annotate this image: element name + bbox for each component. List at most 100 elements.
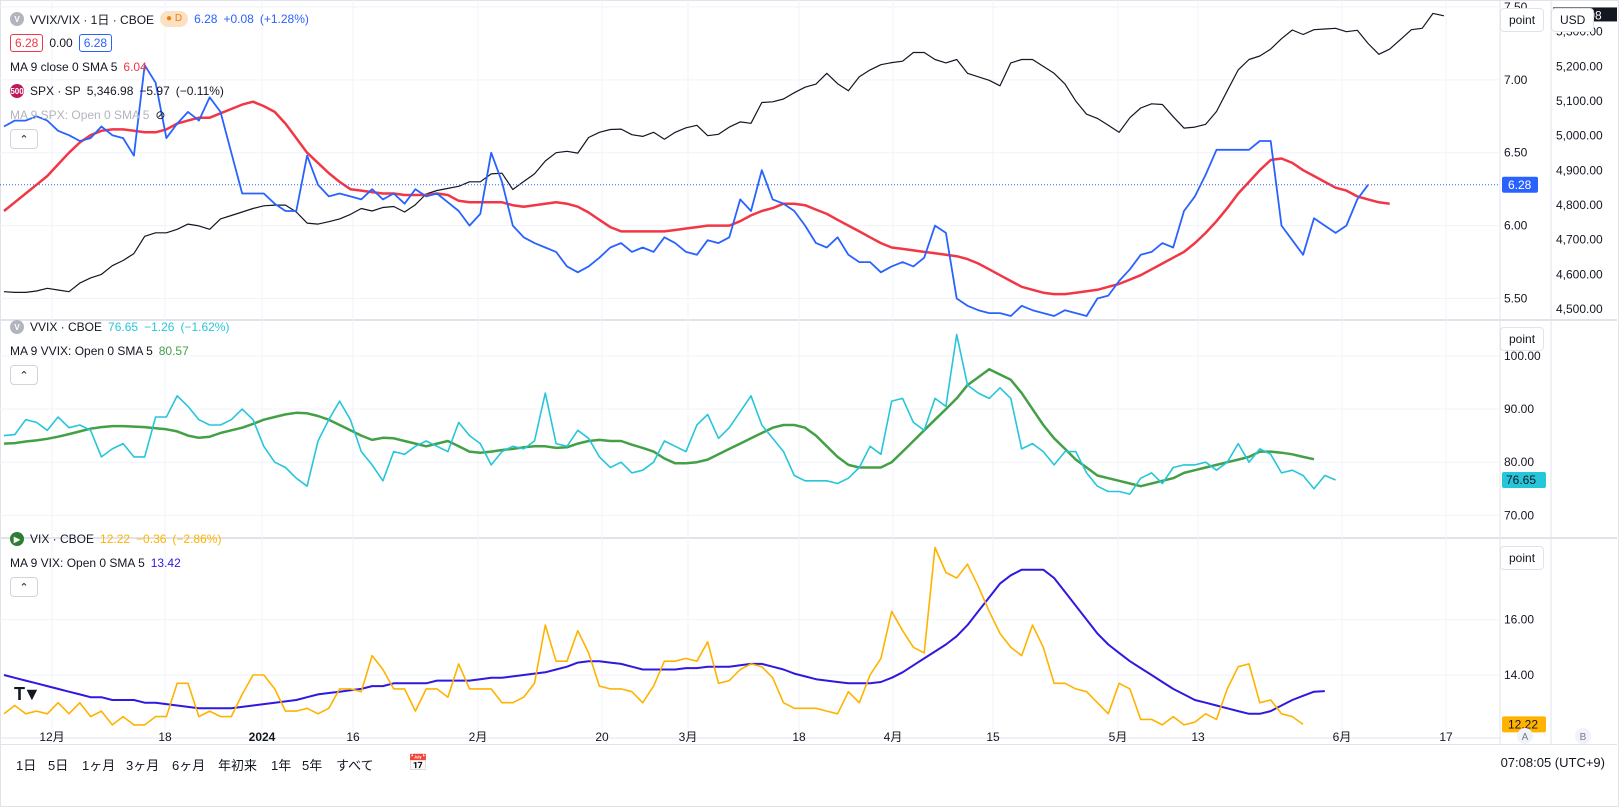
vix-price-tag-label: 12.22: [1508, 717, 1538, 731]
ma-vvix-label[interactable]: MA 9 VVIX: Open 0 SMA 5: [10, 344, 153, 358]
time-axis-label: 18: [158, 730, 172, 744]
axis-letter-circle: [1517, 728, 1533, 744]
range-button-0[interactable]: 1日: [16, 758, 37, 773]
collapse-pane3-button[interactable]: ⌃: [10, 577, 38, 597]
time-axis-label: 17: [1439, 730, 1453, 744]
pane3-legend: ▶ VIX · CBOE 12.22 −0.36 (−2.86%) MA 9 V…: [10, 528, 221, 600]
pane2-last: 76.65: [108, 320, 139, 334]
time-axis-label: 20: [595, 730, 609, 744]
axis-label-spx: 4,500.00: [1556, 302, 1603, 316]
time-axis-label: 5月: [1109, 730, 1128, 744]
ma-vix-value: 13.42: [150, 556, 181, 570]
axis-label-spx: 5,000.00: [1556, 129, 1603, 143]
range-button-8[interactable]: すべて: [336, 758, 374, 773]
axis-letter: B: [1580, 732, 1587, 743]
ma-spx-label[interactable]: MA 9 SPX: Open 0 SMA 5: [10, 108, 150, 122]
time-axis-label: 6月: [1333, 730, 1352, 744]
axis-label-vvix: 80.00: [1504, 455, 1534, 469]
symbol-play-icon: ▶: [10, 532, 24, 546]
axis-label-ratio: 7.00: [1504, 73, 1528, 87]
pane2-legend: V VVIX · CBOE 76.65 −1.26 (−1.62%) MA 9 …: [10, 316, 229, 388]
eye-off-icon[interactable]: ⊘: [155, 108, 166, 122]
axis-letter-circle: [1575, 728, 1591, 744]
axis-label-vvix: 70.00: [1504, 508, 1534, 522]
ma-vvix-line: [3, 367, 1315, 488]
axis-label-spx: 4,800.00: [1556, 198, 1603, 212]
time-axis-label: 18: [792, 730, 806, 744]
axis-label-spx: 5,200.00: [1556, 59, 1603, 73]
axis-label-vix: 16.00: [1504, 613, 1534, 627]
vvix-line: [3, 333, 1336, 495]
pane1-change-pct: (+1.28%): [259, 12, 309, 26]
pane3-scale-button[interactable]: point: [1500, 546, 1545, 570]
ma-vvix-value: 80.57: [158, 344, 189, 358]
pane1-last: 6.28: [194, 12, 218, 26]
ratio-line: [3, 64, 1369, 317]
ma-close-value: 6.04: [123, 60, 147, 74]
vix-price-tag: [1502, 716, 1546, 733]
pane2-scale-button[interactable]: point: [1500, 327, 1545, 351]
pane2-change: −1.26: [144, 320, 175, 334]
vvix-price-tag-label: 76.65: [1506, 473, 1536, 487]
pane3-change-pct: (−2.86%): [172, 532, 222, 546]
collapse-pane2-button[interactable]: ⌃: [10, 365, 38, 385]
time-axis-label: 13: [1191, 730, 1205, 744]
axis-label-vix: 14.00: [1504, 668, 1534, 682]
range-button-4[interactable]: 6ヶ月: [172, 758, 206, 773]
spx-change-pct: (−0.11%): [175, 84, 224, 98]
tradingview-logo[interactable]: T▼: [14, 684, 41, 704]
symbol-v-icon: V: [10, 320, 24, 334]
ohlc-blue-box: 6.28: [78, 34, 113, 52]
spx-value: 5,346.98: [86, 84, 134, 98]
calendar-range-icon[interactable]: 📅: [408, 755, 428, 772]
ma-vix-label[interactable]: MA 9 VIX: Open 0 SMA 5: [10, 556, 145, 570]
vix-line: [3, 546, 1304, 726]
ma-vix-line: [3, 568, 1325, 715]
time-axis-label: 4月: [884, 730, 903, 744]
ohlc-zero: 0.00: [49, 36, 73, 50]
axis-label-vvix: 100.00: [1504, 349, 1541, 363]
axis-label-spx: 4,600.00: [1556, 267, 1603, 281]
ma-close-line: [3, 100, 1390, 296]
axis-label-ratio: 6.00: [1504, 219, 1528, 233]
vvix-price-tag: [1502, 472, 1546, 489]
pane1-change: +0.08: [223, 12, 254, 26]
time-axis-label: 2024: [249, 730, 276, 744]
spx-label[interactable]: SPX · SP: [30, 84, 81, 98]
axis-label-spx: 4,700.00: [1556, 233, 1603, 247]
ohlc-red-box: 6.28: [10, 34, 44, 52]
range-button-2[interactable]: 1ヶ月: [82, 758, 116, 773]
pane1-scale-button[interactable]: point: [1500, 8, 1545, 32]
axis-label-spx: 4,900.00: [1556, 163, 1603, 177]
range-button-1[interactable]: 5日: [48, 758, 69, 773]
spx-line: [3, 12, 1445, 293]
ratio-price-tag: [1502, 176, 1538, 193]
pane2-change-pct: (−1.62%): [180, 320, 230, 334]
pane3-last: 12.22: [100, 532, 131, 546]
axis-label-ratio: 5.50: [1504, 292, 1528, 306]
time-axis-label: 15: [986, 730, 1000, 744]
axis-letter: A: [1522, 732, 1529, 743]
pane1-legend: V VVIX/VIX · 1日 · CBOE ● D 6.28 +0.08 (+…: [10, 8, 309, 152]
range-button-7[interactable]: 5年: [302, 758, 323, 773]
pane1-symbol[interactable]: VVIX/VIX · 1日 · CBOE: [30, 12, 155, 27]
time-axis-label: 16: [346, 730, 360, 744]
collapse-pane1-button[interactable]: ⌃: [10, 129, 38, 149]
clock[interactable]: 07:08:05 (UTC+9): [1500, 755, 1605, 770]
pane3-change: −0.36: [136, 532, 167, 546]
pane3-symbol[interactable]: VIX · CBOE: [30, 532, 95, 546]
pane2-symbol[interactable]: VVIX · CBOE: [30, 320, 103, 334]
currency-button[interactable]: USD: [1551, 8, 1595, 32]
spx-500-icon: 500: [10, 84, 24, 98]
time-axis-label: 2月: [469, 730, 488, 744]
interval-badge[interactable]: ● D: [160, 11, 189, 27]
axis-label-ratio: 6.50: [1504, 146, 1528, 160]
bottom-toolbar: 1日 5日 1ヶ月 3ヶ月 6ヶ月 年初来 1年 5年 すべて 📅 07:08:05 (UTC+…: [0, 744, 1617, 783]
ma-close-label[interactable]: MA 9 close 0 SMA 5: [10, 60, 118, 74]
range-button-6[interactable]: 1年: [271, 758, 292, 773]
time-axis-label: 12月: [39, 730, 64, 744]
range-button-5[interactable]: 年初来: [218, 758, 258, 773]
range-button-3[interactable]: 3ヶ月: [126, 758, 160, 773]
ratio-price-tag-label: 6.28: [1508, 178, 1532, 192]
